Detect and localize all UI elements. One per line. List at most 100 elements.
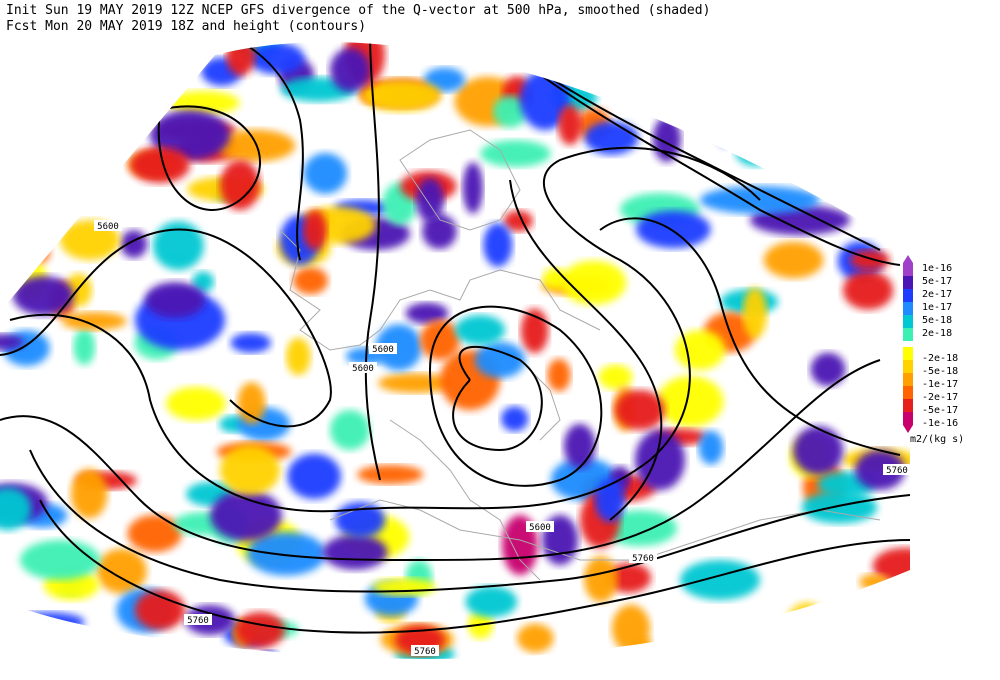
field-blob — [70, 468, 108, 519]
colorbar-swatch — [903, 328, 913, 341]
colorbar-label: 5e-17 — [922, 276, 952, 287]
colorbar-label: 1e-17 — [922, 302, 952, 313]
field-blob — [827, 166, 866, 197]
colorbar-swatch — [903, 289, 913, 302]
field-blob — [416, 178, 444, 222]
field-blob — [322, 534, 388, 570]
contour-label-bg — [94, 220, 122, 231]
colorbar-label: 2e-18 — [922, 328, 952, 339]
contour-label: 5760 — [414, 647, 436, 657]
field-blob — [583, 556, 618, 603]
contour-label-bg — [629, 552, 657, 563]
field-blob — [372, 578, 436, 597]
field-blob — [152, 221, 204, 270]
field-blob — [127, 514, 182, 553]
field-blob — [483, 222, 513, 267]
field-blob — [657, 375, 724, 427]
field-blob — [465, 586, 518, 618]
field-blob — [748, 44, 801, 71]
field-blob — [627, 42, 656, 63]
field-blob — [462, 162, 483, 214]
colorbar-label: -2e-18 — [922, 353, 958, 364]
contour-label: 5600 — [372, 345, 394, 355]
field-blob — [704, 116, 735, 133]
field-blob — [455, 315, 505, 345]
colorbar-label: 1e-16 — [922, 263, 952, 274]
field-blob — [763, 241, 824, 279]
field-blob — [0, 239, 50, 268]
field-blob — [96, 548, 147, 594]
field-blob — [210, 489, 282, 541]
field-blob — [843, 270, 894, 310]
colorbar-label: -2e-17 — [922, 392, 958, 403]
field-blob — [636, 210, 711, 249]
field-blob — [602, 510, 677, 546]
field-blob — [563, 423, 596, 469]
contour-label-bg — [883, 464, 911, 475]
field-blob — [361, 79, 442, 112]
field-blob — [501, 406, 529, 432]
field-blob — [145, 282, 205, 318]
colorbar-swatch — [903, 263, 913, 276]
field-blob — [0, 487, 32, 531]
field-blob — [330, 48, 370, 92]
contour-label: 5760 — [187, 616, 209, 626]
contour-label: 5600 — [529, 523, 551, 533]
field-blob — [20, 540, 100, 580]
colorbar-swatch — [903, 412, 913, 425]
field-blob — [246, 532, 326, 576]
colorbar-label: 5e-18 — [922, 315, 952, 326]
field-blob — [192, 271, 215, 293]
header-line-2: Fcst Mon 20 MAY 2019 18Z and height (con… — [6, 19, 366, 34]
field-blob — [680, 560, 760, 600]
contour-label: 5760 — [632, 554, 654, 564]
field-blob — [714, 99, 742, 147]
colorbar-label: -1e-17 — [922, 379, 958, 390]
field-blob — [23, 73, 45, 109]
field-blob — [0, 156, 32, 177]
field-blob — [698, 430, 724, 465]
field-blob — [257, 650, 279, 659]
height-contours — [0, 42, 910, 634]
field-blob — [598, 364, 633, 390]
colorbar-swatch — [903, 315, 913, 328]
field-blob — [847, 139, 893, 176]
contour-label-bg — [184, 614, 212, 625]
field-blob — [520, 70, 570, 130]
contour-label-bg — [411, 645, 439, 656]
field-blob — [742, 287, 768, 339]
field-blob — [611, 604, 651, 653]
field-blob — [285, 337, 311, 376]
colorbar-swatch — [903, 386, 913, 399]
field-blob — [517, 623, 554, 653]
field-blob — [855, 450, 905, 490]
field-blob — [135, 590, 185, 630]
field-blob — [810, 352, 846, 387]
colorbar-swatch — [903, 360, 913, 373]
header-line-1: Init Sun 19 MAY 2019 12Z NCEP GFS diverg… — [6, 3, 710, 18]
field-blob — [248, 42, 305, 75]
field-blob — [226, 42, 256, 76]
field-blob — [420, 320, 460, 360]
field-blob — [303, 210, 327, 250]
field-blob — [235, 612, 285, 648]
field-blob — [492, 95, 528, 128]
contour-label-bg — [369, 343, 397, 354]
field-blob — [150, 110, 230, 160]
colorbar-unit: m2/(kg s) — [910, 434, 964, 445]
colorbar-label: -5e-18 — [922, 366, 958, 377]
field-blob — [872, 547, 910, 585]
field-blob — [735, 135, 776, 167]
field-blob — [357, 465, 424, 485]
field-blob — [215, 129, 296, 162]
field-blob — [375, 324, 422, 371]
field-blob — [801, 491, 878, 524]
colorbar-swatch — [903, 276, 913, 289]
field-blob — [475, 342, 525, 378]
field-blob — [166, 386, 226, 421]
field-blob — [561, 260, 627, 305]
colorbar-label: 2e-17 — [922, 289, 952, 300]
colorbar-label: -5e-17 — [922, 405, 958, 416]
